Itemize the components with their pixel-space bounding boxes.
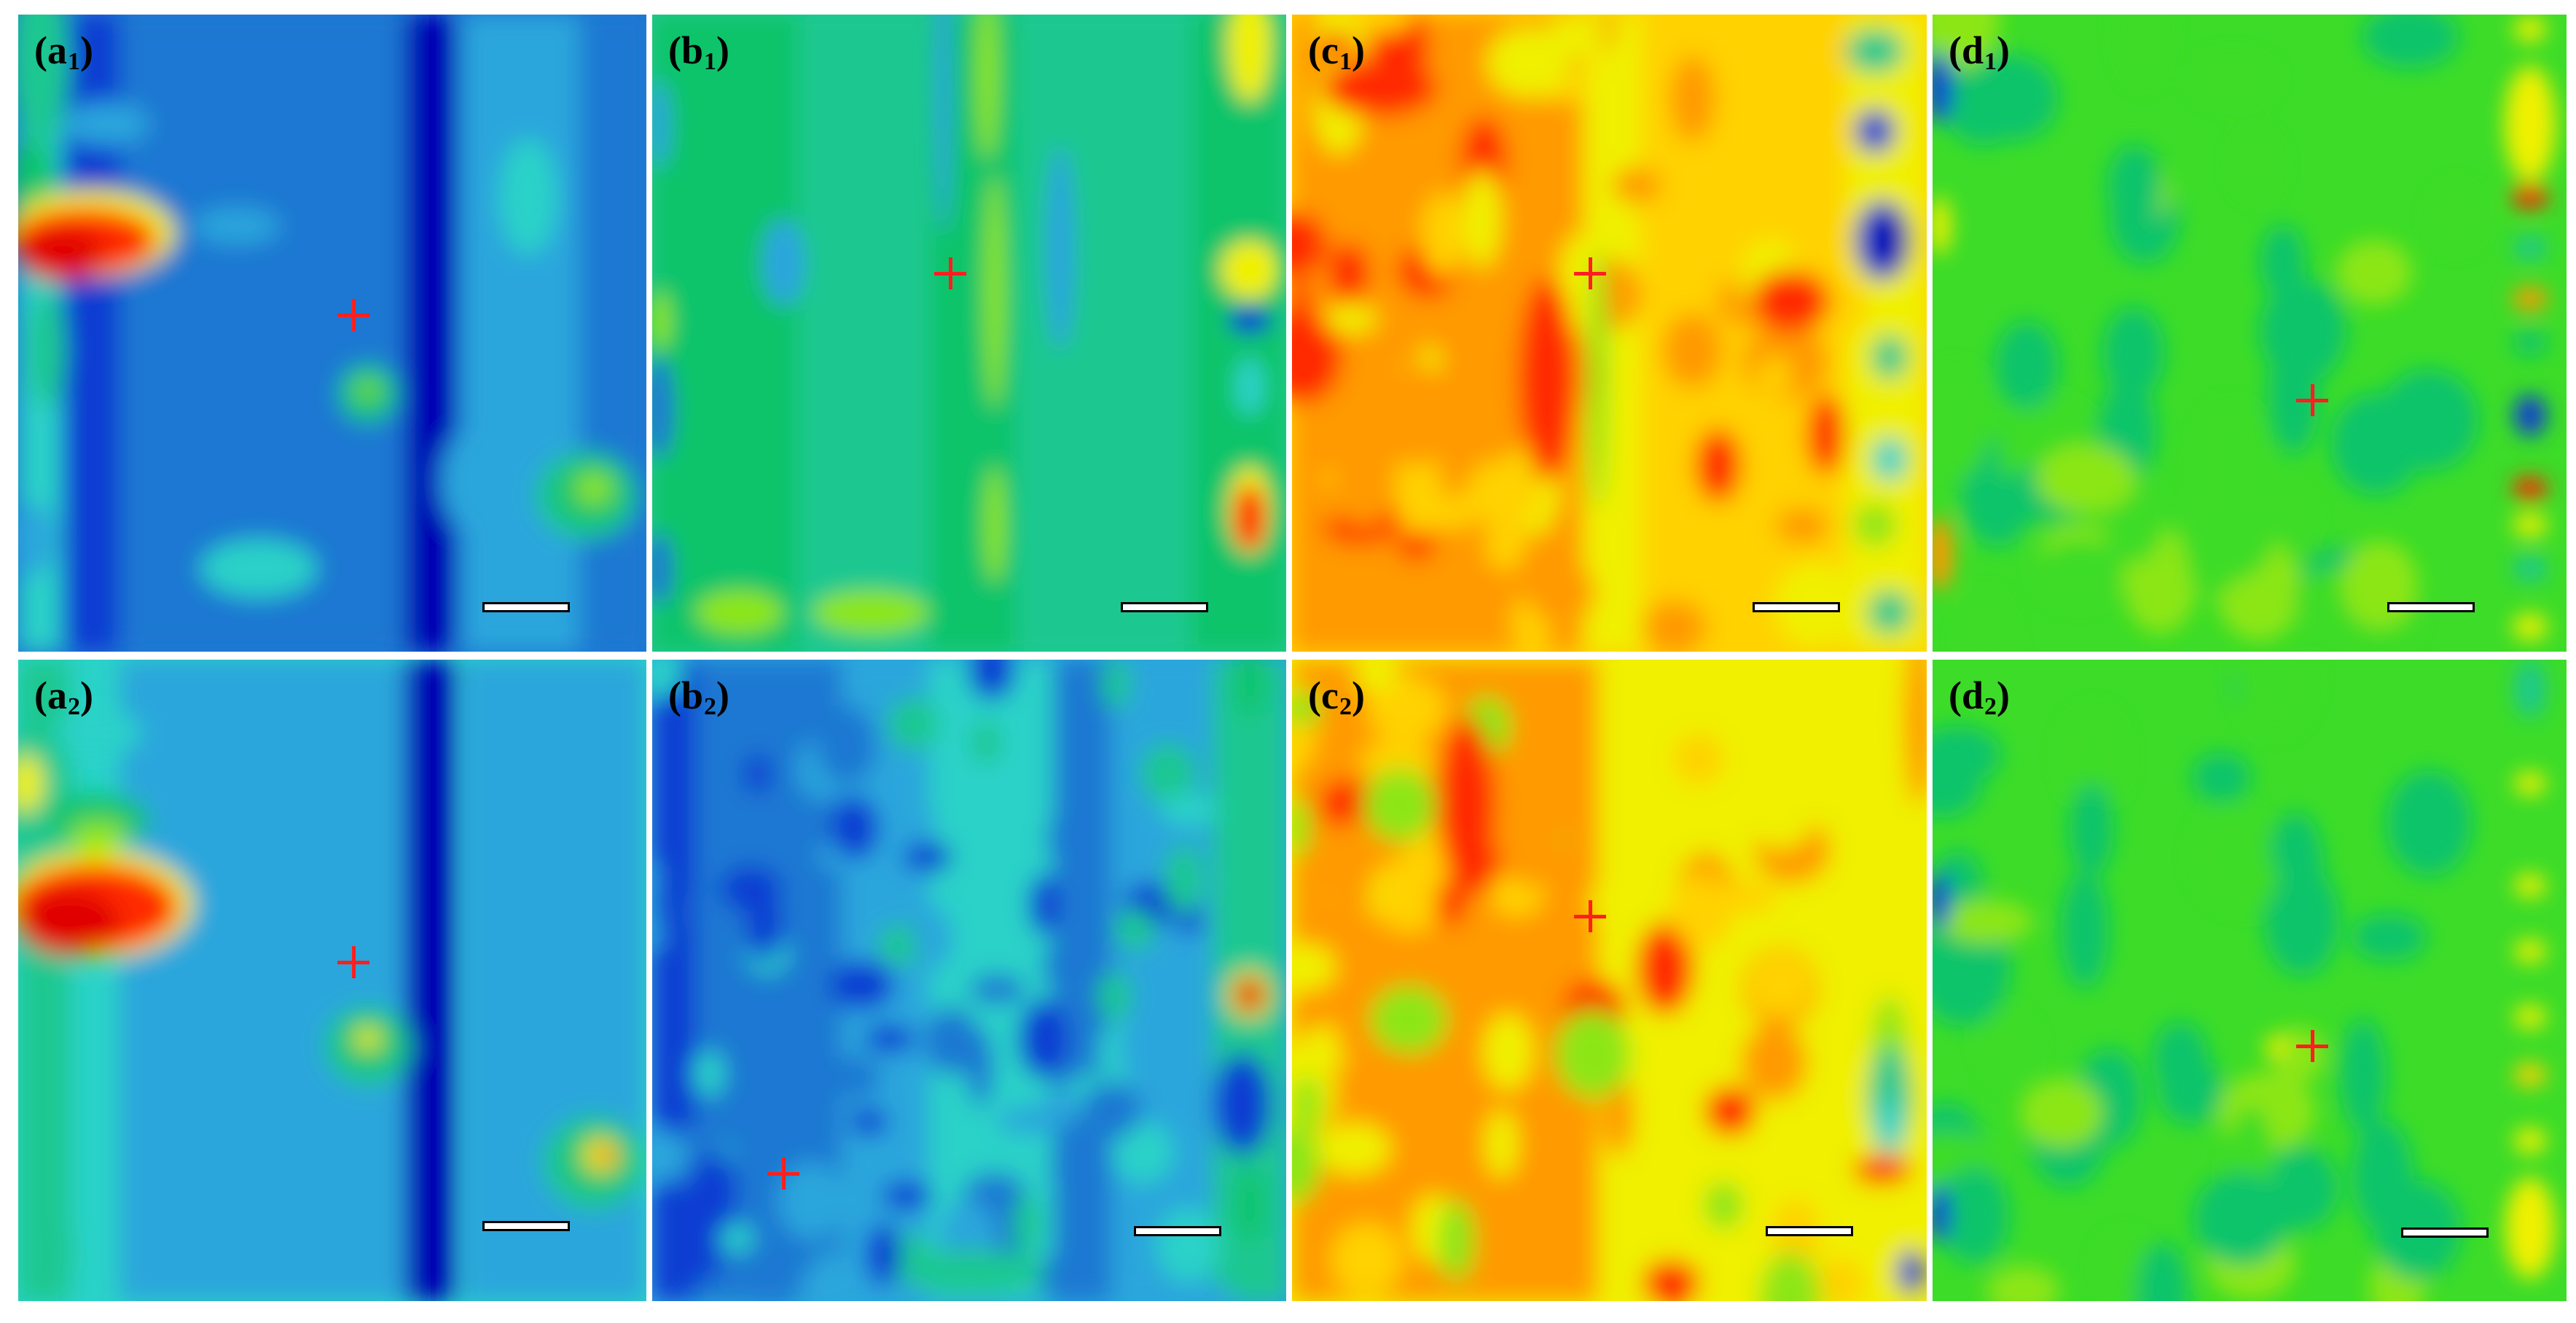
scale-bar-a1 bbox=[482, 602, 570, 612]
panel-label-b1: (b1) bbox=[668, 28, 730, 75]
scale-bar-c1 bbox=[1753, 602, 1840, 612]
scale-bar-d2 bbox=[2401, 1228, 2489, 1238]
panel-a2: (a2) bbox=[18, 660, 646, 1301]
panel-label-c1: (c1) bbox=[1308, 28, 1365, 75]
panel-label-a1: (a1) bbox=[34, 28, 93, 75]
heatmap-d1 bbox=[1933, 15, 2567, 652]
panel-label-c2: (c2) bbox=[1308, 674, 1365, 720]
position-marker-c2 bbox=[1574, 900, 1606, 932]
heatmap-a1 bbox=[18, 15, 646, 652]
position-marker-c1 bbox=[1574, 257, 1606, 289]
panel-label-d2: (d2) bbox=[1949, 674, 2011, 720]
scale-bar-a2 bbox=[482, 1221, 570, 1231]
scale-bar-b1 bbox=[1121, 602, 1208, 612]
position-marker-a2 bbox=[337, 946, 369, 978]
panel-c1: (c1) bbox=[1292, 15, 1927, 652]
heatmap-c1 bbox=[1292, 15, 1927, 652]
scale-bar-b2 bbox=[1134, 1226, 1221, 1236]
panel-d2: (d2) bbox=[1933, 660, 2567, 1301]
panel-label-a2: (a2) bbox=[34, 674, 93, 720]
panel-c2: (c2) bbox=[1292, 660, 1927, 1301]
position-marker-b2 bbox=[767, 1158, 799, 1190]
scale-bar-d1 bbox=[2387, 602, 2475, 612]
heatmap-b1 bbox=[652, 15, 1286, 652]
scale-bar-c2 bbox=[1766, 1226, 1853, 1236]
heatmap-d2 bbox=[1933, 660, 2567, 1301]
position-marker-d2 bbox=[2296, 1030, 2328, 1062]
panel-d1: (d1) bbox=[1933, 15, 2567, 652]
heatmap-a2 bbox=[18, 660, 646, 1301]
position-marker-b1 bbox=[934, 257, 966, 289]
panel-a1: (a1) bbox=[18, 15, 646, 652]
panel-label-b2: (b2) bbox=[668, 674, 730, 720]
heatmap-c2 bbox=[1292, 660, 1927, 1301]
panel-b1: (b1) bbox=[652, 15, 1286, 652]
position-marker-d1 bbox=[2296, 384, 2328, 416]
heatmap-b2 bbox=[652, 660, 1286, 1301]
panel-b2: (b2) bbox=[652, 660, 1286, 1301]
panel-label-d1: (d1) bbox=[1949, 28, 2011, 75]
position-marker-a1 bbox=[337, 299, 369, 331]
